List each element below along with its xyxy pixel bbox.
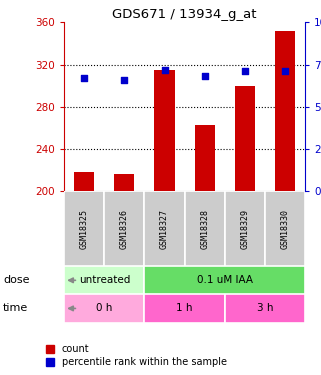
Bar	[144, 266, 305, 294]
Bar	[154, 70, 175, 191]
Bar	[64, 266, 144, 294]
Bar	[185, 191, 225, 266]
Bar	[225, 191, 265, 266]
Text: 0.1 uM IAA: 0.1 uM IAA	[197, 275, 253, 285]
Text: dose: dose	[3, 275, 30, 285]
Title: GDS671 / 13934_g_at: GDS671 / 13934_g_at	[112, 8, 257, 21]
Text: 0 h: 0 h	[96, 303, 113, 313]
Bar	[144, 294, 225, 322]
Text: 1 h: 1 h	[176, 303, 193, 313]
Text: GSM18328: GSM18328	[200, 209, 209, 249]
Point	[282, 68, 288, 74]
Bar	[235, 86, 255, 191]
Point	[202, 74, 207, 80]
Text: 3 h: 3 h	[256, 303, 273, 313]
Point	[82, 75, 87, 81]
Bar	[144, 191, 185, 266]
Bar	[104, 191, 144, 266]
Bar	[265, 191, 305, 266]
Bar	[275, 31, 295, 191]
Point	[122, 77, 127, 83]
Legend: count, percentile rank within the sample: count, percentile rank within the sample	[43, 341, 230, 370]
Bar	[64, 294, 144, 322]
Text: GSM18325: GSM18325	[80, 209, 89, 249]
Point	[242, 68, 247, 74]
Text: GSM18327: GSM18327	[160, 209, 169, 249]
Text: GSM18330: GSM18330	[280, 209, 290, 249]
Text: time: time	[3, 303, 29, 313]
Bar	[195, 125, 215, 191]
Bar	[114, 174, 134, 191]
Text: GSM18326: GSM18326	[120, 209, 129, 249]
Bar	[74, 172, 94, 191]
Text: GSM18329: GSM18329	[240, 209, 249, 249]
Point	[162, 67, 167, 73]
Text: untreated: untreated	[79, 275, 130, 285]
Bar	[225, 294, 305, 322]
Bar	[64, 191, 104, 266]
